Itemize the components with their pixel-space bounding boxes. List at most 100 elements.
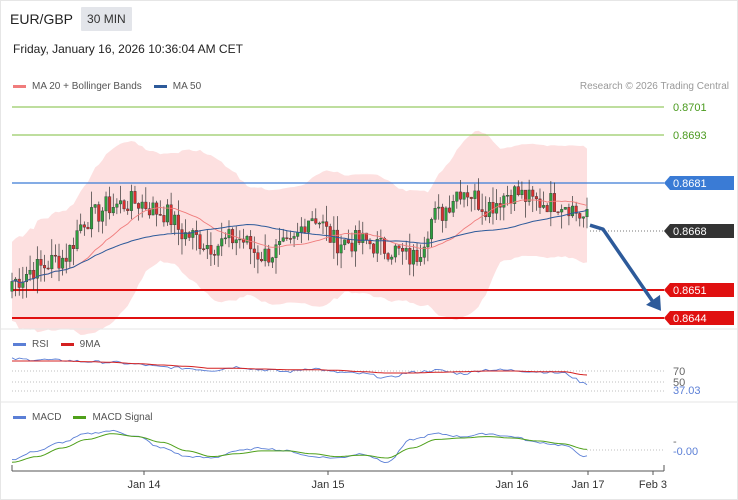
candle-body [43, 265, 47, 269]
candle-body [227, 229, 231, 239]
candle-body [433, 208, 437, 220]
candle-body [288, 238, 292, 240]
candle-body [17, 278, 21, 288]
candle-body [339, 244, 343, 254]
candle-body [310, 218, 314, 222]
macd-signal-line [11, 433, 588, 463]
legend-item-signal: MACD Signal [73, 412, 152, 423]
ma20-line [11, 199, 588, 284]
candle-body [140, 201, 144, 209]
candle-body [440, 206, 444, 221]
candle-body [408, 248, 412, 265]
macd-legend: MACD MACD Signal [13, 412, 164, 423]
candle-body [335, 229, 339, 254]
candle-body [176, 214, 180, 230]
candle-body [422, 246, 426, 258]
candle-body [104, 196, 108, 212]
candle-body [24, 274, 28, 283]
candle-body [473, 190, 477, 199]
macd-panel: --0.00 [11, 429, 698, 464]
candle-body [585, 209, 589, 218]
candle-body [166, 204, 170, 223]
legend-item-ma50: MA 50 [153, 81, 202, 92]
candle-body [357, 230, 361, 243]
candle-body [162, 215, 166, 223]
candle-body [444, 207, 448, 221]
candle-body [350, 242, 354, 252]
candle-body [260, 259, 264, 262]
candle-body [401, 248, 405, 252]
rsi-swatch-icon [13, 343, 26, 346]
candle-body [187, 232, 191, 238]
forecast-arrow-head [646, 294, 661, 311]
level-tag-last [664, 224, 734, 238]
candle-body [509, 195, 513, 204]
candle-body [100, 210, 104, 222]
time-axis-label: Jan 17 [571, 479, 604, 491]
candle-body [354, 230, 358, 252]
candle-body [343, 239, 347, 246]
candle-body [274, 244, 278, 258]
candle-body [513, 186, 517, 204]
level-label-resistance: 0.8701 [673, 102, 707, 114]
candle-body [542, 205, 546, 208]
candle-body [437, 206, 441, 209]
candle-body [382, 237, 386, 254]
candle-body [328, 226, 332, 243]
candle-body [571, 205, 575, 217]
instrument-name: EUR/GBP [10, 11, 74, 27]
rsi-legend: RSI 9MA [13, 339, 112, 350]
candle-body [39, 259, 43, 266]
macd-line [11, 429, 588, 464]
time-axis: Jan 14 Jan 15 Jan 16 Jan 17 Feb 3 [11, 465, 667, 491]
candle-body [169, 204, 173, 226]
candle-body [57, 255, 61, 269]
candle-body [549, 193, 553, 213]
candle-body [516, 186, 520, 196]
candle-body [466, 192, 470, 198]
candle-body [390, 256, 394, 260]
candle-body [71, 245, 75, 249]
candle-body [82, 224, 86, 228]
candle-body [126, 208, 130, 211]
candle-body [375, 239, 379, 254]
candle-body [314, 218, 318, 224]
macd-last-value: -0.00 [673, 446, 698, 458]
time-axis-label: Jan 15 [311, 479, 344, 491]
candle-body [158, 214, 162, 216]
candle-body [531, 189, 535, 197]
time-axis-label: Jan 16 [495, 479, 528, 491]
candle-body [451, 201, 455, 213]
candle-body [346, 239, 350, 244]
candle-body [455, 191, 459, 202]
candle-body [50, 254, 54, 270]
rsi-ma9-line [12, 360, 588, 376]
candle-body [505, 195, 509, 197]
copyright-notice: Research © 2026 Trading Central [579, 81, 729, 92]
candle-body [469, 196, 473, 199]
candle-body [129, 191, 133, 211]
candle-body [90, 207, 94, 230]
candle-body [35, 259, 39, 279]
candle-body [202, 248, 206, 250]
candle-body [379, 237, 383, 240]
signal-swatch-icon [73, 416, 87, 419]
legend-item-9ma: 9MA [60, 339, 100, 350]
candle-body [578, 213, 582, 219]
candle-body [64, 257, 68, 262]
chart-header: EUR/GBP 30 MIN [10, 7, 132, 31]
candle-body [462, 192, 466, 200]
candle-body [28, 269, 32, 275]
candle-body [325, 221, 329, 227]
level-tag-pivot [664, 176, 734, 190]
candle-body [263, 248, 267, 262]
candle-body [281, 237, 285, 242]
macd-swatch-icon [13, 416, 26, 419]
candle-body [538, 198, 542, 208]
candle-body [93, 204, 97, 208]
ma50-line [11, 209, 588, 284]
timeframe-badge[interactable]: 30 MIN [81, 7, 132, 31]
legend-label-ma50: MA 50 [172, 81, 202, 92]
candle-body [111, 207, 115, 214]
